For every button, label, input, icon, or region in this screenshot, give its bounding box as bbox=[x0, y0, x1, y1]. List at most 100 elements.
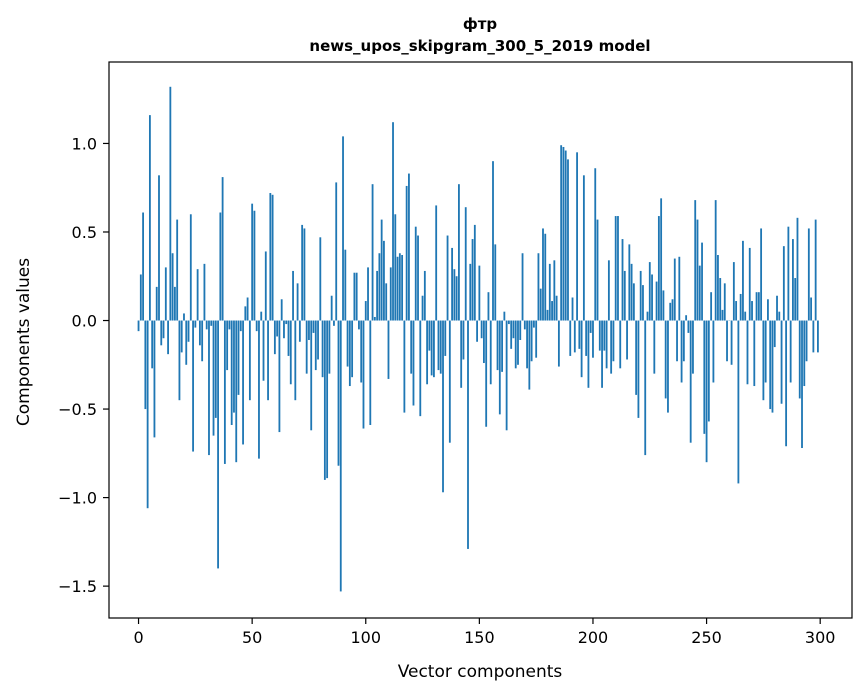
bar bbox=[542, 228, 544, 321]
bar bbox=[605, 320, 608, 369]
bar bbox=[358, 320, 360, 330]
bar bbox=[610, 320, 613, 374]
bar bbox=[271, 194, 274, 321]
bar bbox=[678, 256, 681, 321]
bar bbox=[151, 320, 154, 369]
bar bbox=[789, 320, 792, 383]
bar bbox=[483, 320, 485, 364]
bar bbox=[628, 244, 631, 321]
bar bbox=[339, 320, 342, 592]
bar bbox=[298, 320, 301, 342]
bar bbox=[710, 292, 713, 321]
bar bbox=[342, 136, 344, 321]
bar bbox=[287, 320, 290, 356]
bar bbox=[201, 320, 204, 362]
bar bbox=[726, 320, 728, 362]
bar bbox=[685, 315, 688, 321]
bar bbox=[801, 320, 803, 449]
bar bbox=[164, 267, 167, 321]
bar bbox=[289, 320, 292, 385]
bar bbox=[208, 320, 210, 456]
bar bbox=[396, 256, 399, 321]
bar bbox=[353, 272, 356, 321]
bar bbox=[380, 219, 383, 321]
bar bbox=[564, 150, 567, 321]
bar bbox=[414, 226, 417, 321]
bar bbox=[442, 320, 444, 493]
y-tick-label: −1.0 bbox=[58, 489, 97, 508]
bar bbox=[355, 272, 358, 321]
bar bbox=[433, 320, 435, 378]
plot-frame bbox=[108, 61, 853, 619]
bar bbox=[264, 251, 267, 321]
bar bbox=[810, 297, 813, 321]
bar bbox=[337, 320, 340, 466]
bar bbox=[787, 226, 790, 321]
bar bbox=[807, 228, 810, 321]
bar bbox=[410, 320, 413, 374]
bar bbox=[417, 235, 419, 321]
bar bbox=[169, 86, 172, 321]
bar bbox=[398, 253, 401, 321]
bar bbox=[692, 320, 694, 374]
bar bbox=[471, 239, 474, 321]
bar bbox=[567, 159, 569, 321]
bar bbox=[426, 320, 429, 385]
bar bbox=[626, 320, 628, 360]
bar bbox=[319, 237, 322, 321]
bar bbox=[317, 320, 319, 360]
bar bbox=[489, 320, 492, 385]
bar bbox=[142, 212, 144, 321]
bar bbox=[526, 320, 528, 369]
bar bbox=[614, 216, 617, 321]
bar bbox=[180, 320, 183, 353]
bar bbox=[458, 184, 460, 321]
chart-subtitle: news_upos_skipgram_300_5_2019 model bbox=[309, 37, 650, 55]
bar bbox=[185, 320, 188, 365]
bar bbox=[323, 320, 326, 480]
bar bbox=[446, 235, 449, 321]
bar bbox=[219, 212, 222, 321]
bar bbox=[805, 320, 808, 362]
bar bbox=[751, 301, 753, 321]
bar bbox=[351, 320, 354, 378]
bar bbox=[435, 205, 438, 321]
bar bbox=[682, 320, 685, 362]
bar bbox=[210, 320, 213, 326]
bar bbox=[401, 255, 404, 321]
bar bbox=[539, 288, 542, 321]
bar bbox=[503, 311, 506, 321]
bar bbox=[644, 320, 647, 456]
bar bbox=[687, 320, 690, 333]
bar bbox=[671, 299, 674, 321]
bar bbox=[530, 320, 533, 362]
bar bbox=[269, 193, 272, 321]
bar bbox=[405, 185, 408, 321]
bar bbox=[553, 260, 556, 321]
bar bbox=[742, 240, 744, 321]
bar bbox=[455, 276, 458, 321]
bar bbox=[485, 320, 488, 427]
bar bbox=[653, 320, 656, 374]
bar bbox=[535, 320, 538, 358]
bar bbox=[305, 320, 308, 374]
bar bbox=[198, 320, 201, 346]
bar bbox=[562, 146, 565, 321]
bar bbox=[603, 320, 606, 351]
bar bbox=[223, 320, 226, 464]
bar bbox=[480, 320, 483, 339]
bar bbox=[248, 320, 251, 401]
bar bbox=[162, 320, 165, 339]
y-axis-ticks: −1.5 −1.0 −0.5 0.0 0.5 1.0 bbox=[58, 134, 109, 596]
bar bbox=[660, 198, 663, 321]
bar bbox=[507, 320, 510, 325]
bar bbox=[757, 292, 760, 321]
bar bbox=[557, 320, 560, 367]
bar bbox=[612, 320, 615, 362]
bar bbox=[478, 265, 481, 321]
bar bbox=[203, 263, 206, 321]
bar bbox=[769, 320, 772, 410]
bar bbox=[408, 173, 410, 321]
bar bbox=[569, 320, 572, 356]
